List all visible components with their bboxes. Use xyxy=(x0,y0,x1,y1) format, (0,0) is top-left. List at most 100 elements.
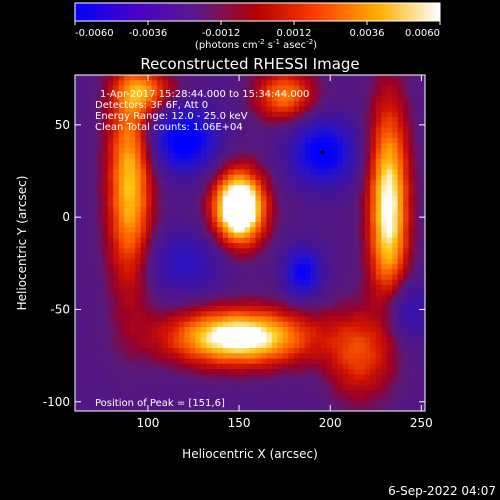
heatmap-cell xyxy=(178,274,185,281)
heatmap-cell xyxy=(364,390,371,396)
heatmap-cell xyxy=(211,384,218,391)
heatmap-cell xyxy=(107,395,114,402)
heatmap-cell xyxy=(359,384,366,391)
heatmap-cell xyxy=(337,400,344,407)
heatmap-cell xyxy=(403,143,410,150)
heatmap-cell xyxy=(288,363,295,370)
heatmap-cell xyxy=(414,279,421,286)
heatmap-cell xyxy=(310,169,317,176)
heatmap-cell xyxy=(375,374,382,381)
heatmap-cell xyxy=(80,285,87,291)
heatmap-cell xyxy=(146,379,153,386)
heatmap-cell xyxy=(200,300,207,307)
heatmap-cell xyxy=(140,285,147,291)
heatmap-cell xyxy=(233,390,240,396)
heatmap-cell xyxy=(304,211,311,218)
heatmap-cell xyxy=(124,285,131,291)
heatmap-cell xyxy=(189,180,196,186)
heatmap-cell xyxy=(315,195,322,202)
heatmap-cell xyxy=(129,195,136,202)
heatmap-cell xyxy=(135,211,142,218)
heatmap-cell xyxy=(189,96,196,102)
heatmap-cell xyxy=(140,117,147,123)
heatmap-cell xyxy=(337,237,344,244)
heatmap-cell xyxy=(353,159,360,165)
heatmap-cell xyxy=(408,353,415,360)
heatmap-cell xyxy=(107,358,114,365)
heatmap-cell xyxy=(146,148,153,155)
heatmap-cell xyxy=(75,138,82,144)
heatmap-cell xyxy=(397,243,404,249)
heatmap-cell xyxy=(260,363,268,370)
heatmap-cell xyxy=(250,127,257,134)
heatmap-cell xyxy=(337,127,344,134)
heatmap-cell xyxy=(353,311,360,318)
heatmap-cell xyxy=(277,201,284,207)
heatmap-cell xyxy=(321,143,328,150)
heatmap-cell xyxy=(364,75,371,81)
heatmap-cell xyxy=(157,132,164,139)
heatmap-cell xyxy=(364,90,371,97)
heatmap-cell xyxy=(271,264,278,270)
heatmap-cell xyxy=(239,332,246,339)
heatmap-cell xyxy=(348,169,355,176)
heatmap-cell xyxy=(129,332,136,339)
heatmap-cell xyxy=(96,232,103,239)
heatmap-cell xyxy=(140,169,147,176)
heatmap-cell xyxy=(332,327,339,333)
heatmap-cell xyxy=(337,342,344,349)
heatmap-cell xyxy=(102,174,109,181)
heatmap-cell xyxy=(167,101,175,108)
heatmap-cell xyxy=(419,232,425,239)
heatmap-cell xyxy=(239,117,246,123)
heatmap-cell xyxy=(85,195,93,202)
heatmap-cell xyxy=(222,227,229,234)
heatmap-cell xyxy=(124,243,131,249)
heatmap-cell xyxy=(414,216,421,223)
heatmap-cell xyxy=(250,332,257,339)
heatmap-cell xyxy=(96,384,103,391)
heatmap-cell xyxy=(157,106,164,113)
heatmap-cell xyxy=(195,400,202,407)
heatmap-cell xyxy=(414,101,421,108)
heatmap-cell xyxy=(157,311,164,318)
heatmap-cell xyxy=(173,174,180,181)
heatmap-cell xyxy=(228,227,235,234)
heatmap-cell xyxy=(321,101,328,108)
heatmap-cell xyxy=(195,390,202,396)
heatmap-cell xyxy=(135,174,142,181)
heatmap-cell xyxy=(375,353,382,360)
heatmap-cell xyxy=(277,384,284,391)
heatmap-cell xyxy=(364,101,371,108)
heatmap-cell xyxy=(157,122,164,129)
heatmap-cell xyxy=(332,96,339,102)
heatmap-cell xyxy=(135,279,142,286)
heatmap-cell xyxy=(299,321,306,328)
heatmap-cell xyxy=(397,274,404,281)
heatmap-cell xyxy=(85,227,93,234)
heatmap-cell xyxy=(332,143,339,150)
heatmap-cell xyxy=(255,174,262,181)
heatmap-cell xyxy=(195,138,202,144)
heatmap-cell xyxy=(173,348,180,354)
heatmap-cell xyxy=(282,75,289,81)
heatmap-cell xyxy=(381,122,388,129)
heatmap-cell xyxy=(178,285,185,291)
heatmap-cell xyxy=(408,358,415,365)
heatmap-cell xyxy=(321,348,328,354)
heatmap-cell xyxy=(255,122,262,129)
heatmap-cell xyxy=(124,253,131,260)
heatmap-cell xyxy=(326,327,333,333)
heatmap-cell xyxy=(129,384,136,391)
heatmap-cell xyxy=(299,274,306,281)
heatmap-cell xyxy=(118,211,125,218)
heatmap-cell xyxy=(271,353,278,360)
heatmap-cell xyxy=(189,311,196,318)
heatmap-cell xyxy=(200,311,207,318)
heatmap-cell xyxy=(167,75,175,81)
heatmap-cell xyxy=(96,159,103,165)
heatmap-cell xyxy=(195,216,202,223)
heatmap-cell xyxy=(85,101,93,108)
heatmap-cell xyxy=(293,384,300,391)
heatmap-cell xyxy=(419,111,425,118)
